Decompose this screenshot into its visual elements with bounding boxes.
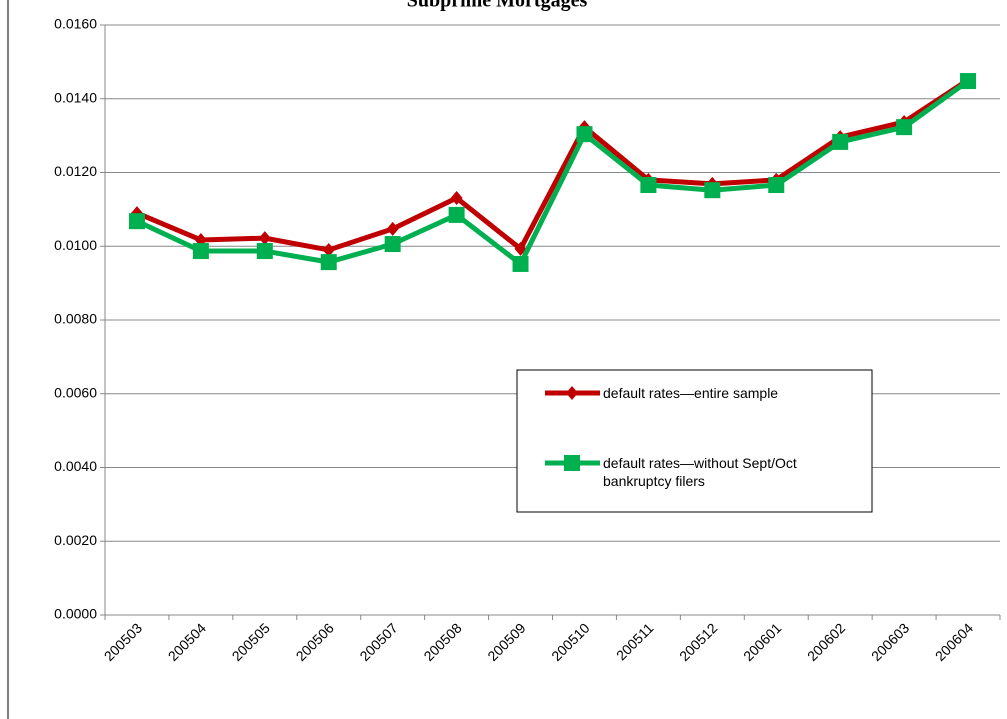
y-tick-label: 0.0160 <box>54 16 97 32</box>
x-tick-label: 200506 <box>293 620 337 664</box>
x-tick-label: 200503 <box>101 620 145 664</box>
legend-label: default rates—entire sample <box>603 385 779 401</box>
series-line <box>135 77 970 253</box>
legend-label-box: default rates—entire sample <box>603 385 779 401</box>
y-tick-label: 0.0020 <box>54 532 97 548</box>
point-marker <box>386 221 399 236</box>
x-tick-label: 200603 <box>868 620 912 664</box>
series-line <box>135 79 970 267</box>
x-tick-label: 200604 <box>932 620 976 664</box>
y-tick-label: 0.0140 <box>54 89 97 105</box>
chart-title: Subprime Mortgages <box>407 0 588 12</box>
point-marker <box>576 126 593 143</box>
y-tick-label: 0.0120 <box>54 163 97 179</box>
x-tick-label: 200512 <box>676 620 720 664</box>
point-marker <box>564 455 580 471</box>
x-tick-label: 200504 <box>165 620 209 664</box>
y-tick-label: 0.0000 <box>54 606 97 622</box>
point-marker <box>256 243 273 260</box>
x-tick-label: 200510 <box>548 620 592 664</box>
point-marker <box>768 177 785 194</box>
point-marker <box>450 190 463 205</box>
y-tick-label: 0.0040 <box>54 458 97 474</box>
point-marker <box>896 119 913 136</box>
x-tick-label: 200509 <box>484 620 528 664</box>
legend-label: default rates—without Sept/Oct bankruptc… <box>603 455 797 489</box>
point-marker <box>128 213 145 230</box>
point-marker <box>384 236 401 253</box>
point-marker <box>832 133 849 150</box>
x-tick-label: 200601 <box>740 620 784 664</box>
point-marker <box>258 231 271 246</box>
point-marker <box>512 255 529 272</box>
legend-label-box: default rates—without Sept/Oct bankruptc… <box>603 455 797 489</box>
y-tick-label: 0.0100 <box>54 237 97 253</box>
point-marker <box>322 242 335 257</box>
point-marker <box>192 243 209 260</box>
point-marker <box>320 254 337 271</box>
point-marker <box>448 206 465 223</box>
point-marker <box>704 182 721 199</box>
y-tick-label: 0.0080 <box>54 311 97 327</box>
x-tick-label: 200505 <box>229 620 273 664</box>
point-marker <box>960 73 977 90</box>
chart-border <box>7 0 9 719</box>
point-marker <box>640 177 657 194</box>
point-marker <box>566 386 578 400</box>
x-tick-label: 200511 <box>613 620 657 664</box>
x-tick-label: 200602 <box>804 620 848 664</box>
x-tick-label: 200508 <box>420 620 464 664</box>
y-tick-label: 0.0060 <box>54 384 97 400</box>
x-tick-label: 200507 <box>356 620 400 664</box>
